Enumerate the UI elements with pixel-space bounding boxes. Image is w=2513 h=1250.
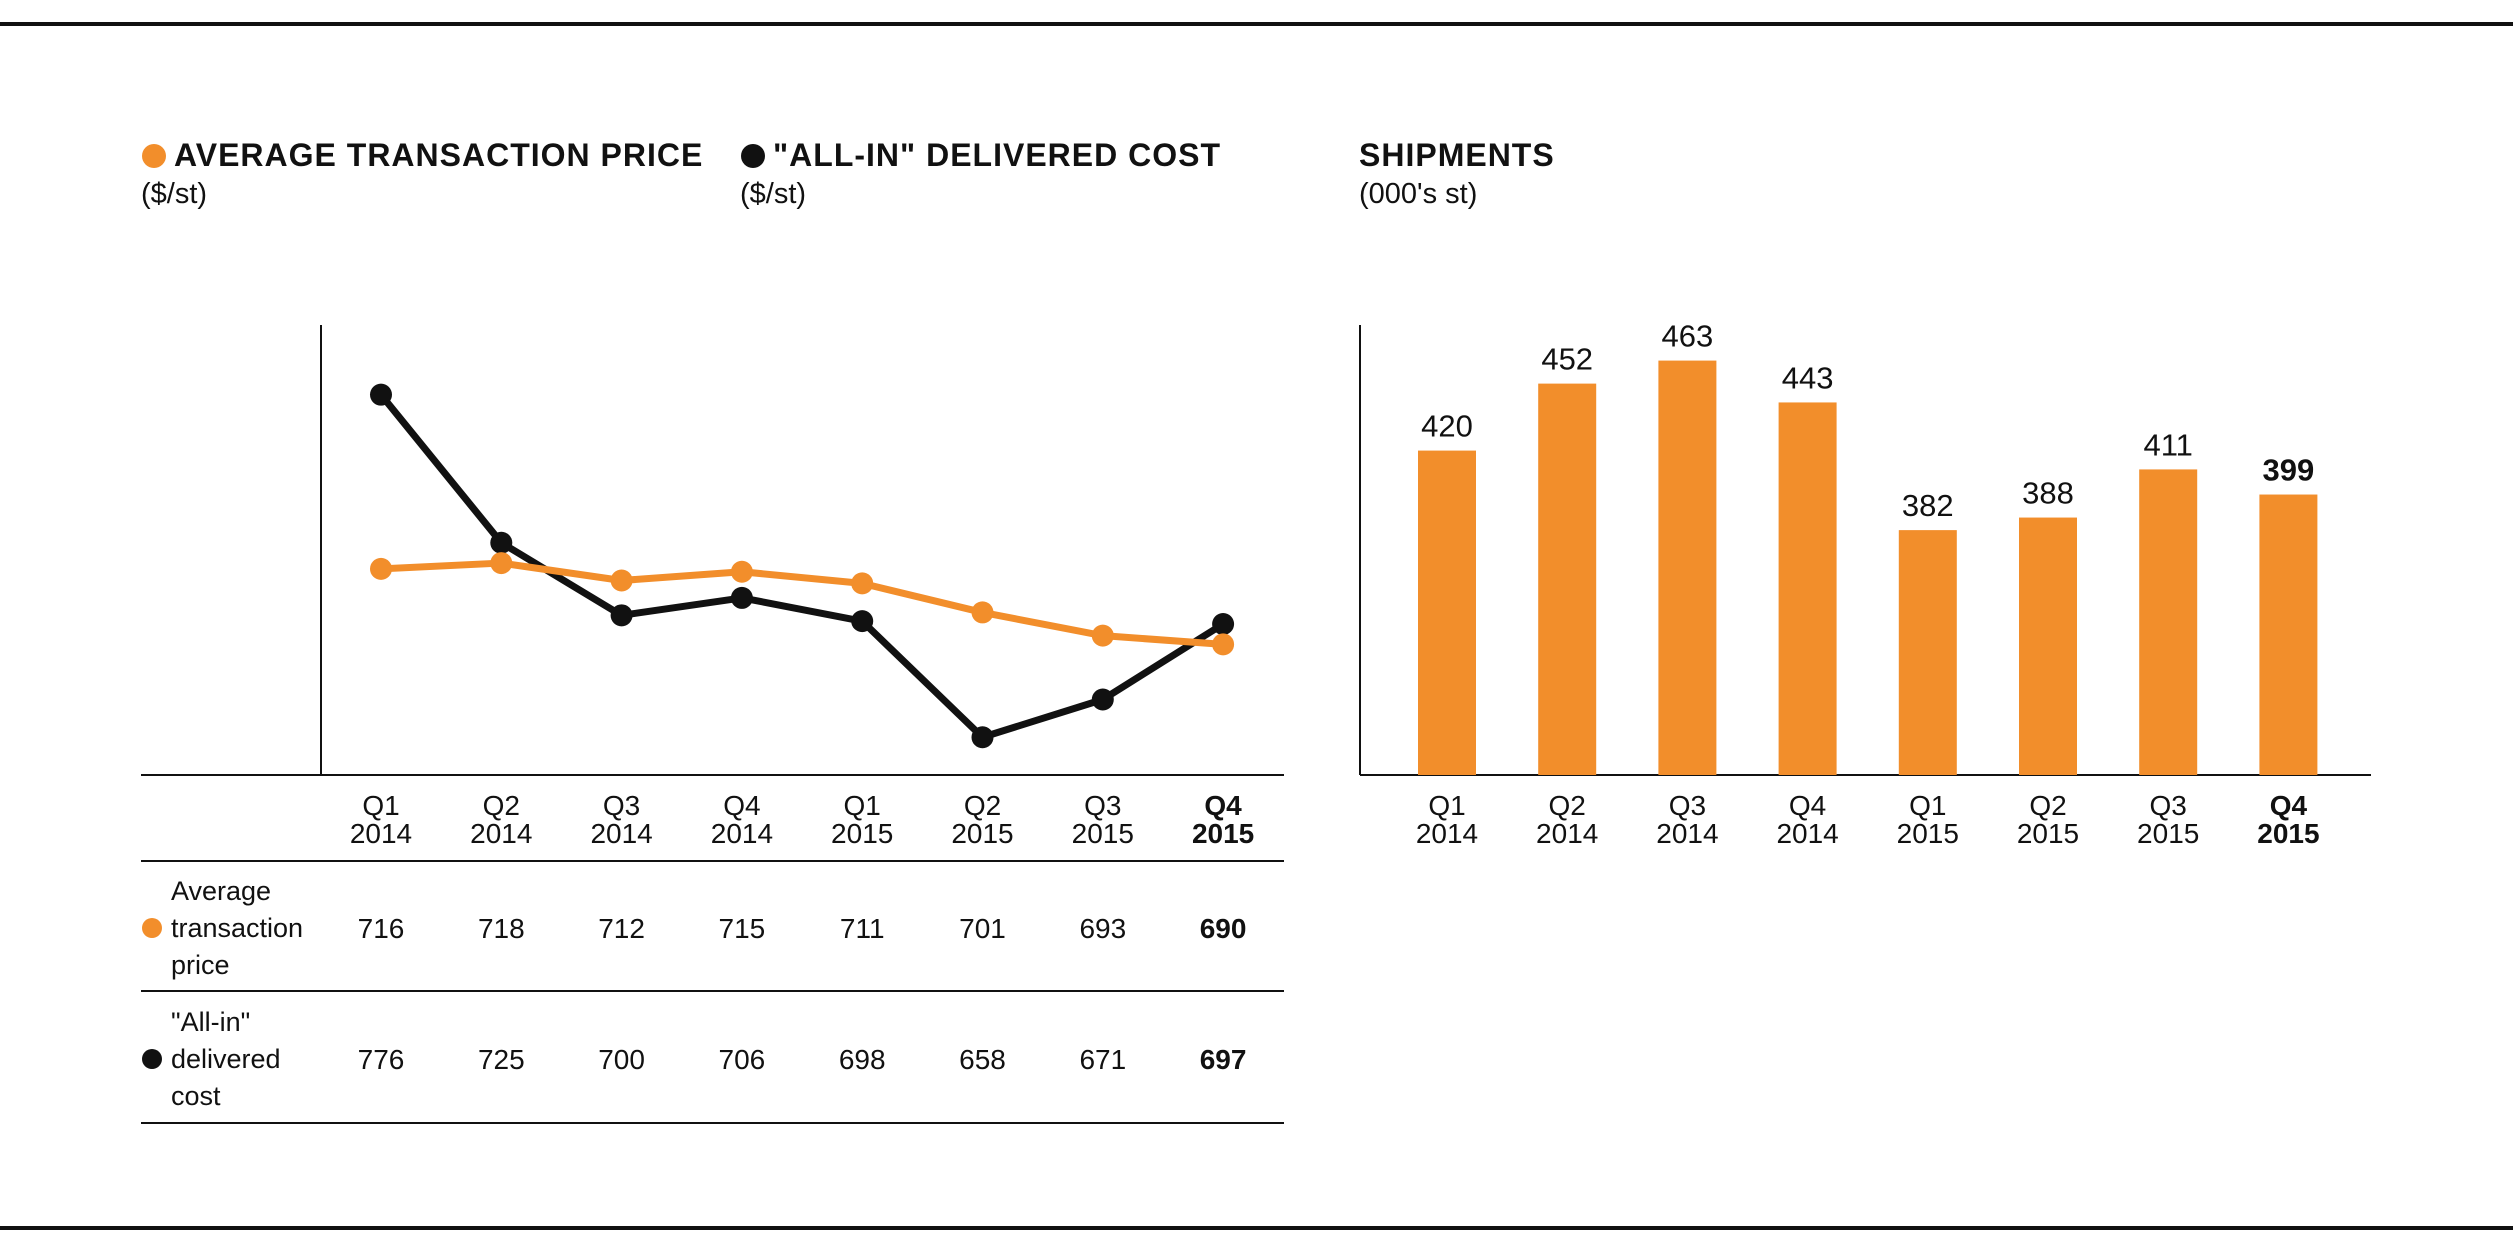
table-row-label-cost: "All-in" delivered cost [171,1007,281,1111]
point-cost-4 [851,610,874,633]
table-cell-cost-7: 697 [1200,1044,1247,1075]
table-cell-cost-6: 671 [1079,1044,1126,1075]
table-dot-price-icon [142,918,162,938]
legend-cost-label: "ALL-IN" DELIVERED COST [773,137,1222,173]
point-cost-6 [1091,688,1114,711]
table-cell-cost-2: 700 [598,1044,645,1075]
legend-cost: "ALL-IN" DELIVERED COST [741,137,1221,174]
table-cell-cost-3: 706 [719,1044,766,1075]
shipments-unit: (000's st) [1359,178,1478,210]
point-cost-1 [490,531,513,554]
line-x-tick-7: Q4 2015 [1192,790,1254,849]
bar-x-tick-5: Q2 2015 [2017,790,2079,849]
point-cost-7 [1212,613,1235,636]
top-rule [0,22,2513,26]
table-cell-price-1: 718 [478,913,525,944]
line-x-tick-3: Q4 2014 [711,790,773,849]
line-x-tick-1: Q2 2014 [470,790,532,849]
line-x-tick-0: Q1 2014 [350,790,412,849]
bar-3 [1778,402,1837,775]
line-x-tick-6: Q3 2015 [1072,790,1134,849]
bar-2 [1658,360,1717,775]
bar-x-tick-0: Q1 2014 [1416,790,1478,849]
table-cell-cost-0: 776 [358,1044,405,1075]
bar-x-tick-7: Q4 2015 [2257,790,2319,849]
table-cell-cost-4: 698 [839,1044,886,1075]
table-cell-cost-1: 725 [478,1044,525,1075]
bar-x-tick-3: Q4 2014 [1776,790,1838,849]
bar-label-4: 382 [1902,488,1954,523]
point-price-1 [490,552,513,575]
bar-4 [1898,530,1957,775]
orange-dot-icon [142,144,166,168]
bar-x-tick-4: Q1 2015 [1897,790,1959,849]
table-cell-price-6: 693 [1079,913,1126,944]
point-cost-5 [971,726,994,749]
point-price-2 [610,569,633,592]
bar-x-tick-6: Q3 2015 [2137,790,2199,849]
bar-x-tick-1: Q2 2014 [1536,790,1598,849]
table-cell-price-7: 690 [1200,913,1247,944]
shipments-title: SHIPMENTS [1359,137,1555,173]
bar-label-1: 452 [1541,342,1593,377]
table-cell-cost-5: 658 [959,1044,1006,1075]
table-cell-price-5: 701 [959,913,1006,944]
bar-label-0: 420 [1421,409,1473,444]
black-dot-icon [741,144,765,168]
bar-5 [2019,517,2077,775]
point-price-3 [730,560,753,583]
bar-label-5: 388 [2022,476,2074,511]
legend-cost-unit: ($/st) [740,178,807,210]
line-x-tick-2: Q3 2014 [590,790,652,849]
bar-1 [1538,383,1597,775]
bar-x-tick-2: Q3 2014 [1656,790,1718,849]
bar-label-6: 411 [2143,427,2192,462]
bar-label-3: 443 [1782,360,1834,395]
legend-price-label: AVERAGE TRANSACTION PRICE [174,137,704,173]
bar-6 [2139,469,2198,775]
legend-price-unit: ($/st) [141,178,208,210]
line-x-tick-4: Q1 2015 [831,790,893,849]
point-cost-0 [370,383,392,406]
series-line-cost [378,392,1225,741]
bar-label-2: 463 [1662,319,1714,354]
bottom-rule [0,1226,2513,1230]
table-cell-price-3: 715 [719,913,766,944]
bar-7 [2259,494,2318,775]
table-dot-cost-icon [142,1049,162,1069]
point-price-0 [370,557,392,580]
table-cell-price-4: 711 [840,913,885,944]
line-x-tick-5: Q2 2015 [951,790,1013,849]
point-price-7 [1212,633,1235,656]
point-price-6 [1091,624,1114,647]
point-cost-2 [610,604,633,627]
legend-price: AVERAGE TRANSACTION PRICE [142,137,703,174]
point-price-4 [851,572,874,595]
table-cell-price-0: 716 [358,913,405,944]
bar-label-7: 399 [2263,453,2315,488]
table-row-label-price: Average transaction price [171,876,303,980]
series-line-price [380,559,1224,648]
bar-0 [1418,450,1476,775]
point-cost-3 [730,586,753,609]
point-price-5 [971,601,994,624]
table-cell-price-2: 712 [598,913,645,944]
